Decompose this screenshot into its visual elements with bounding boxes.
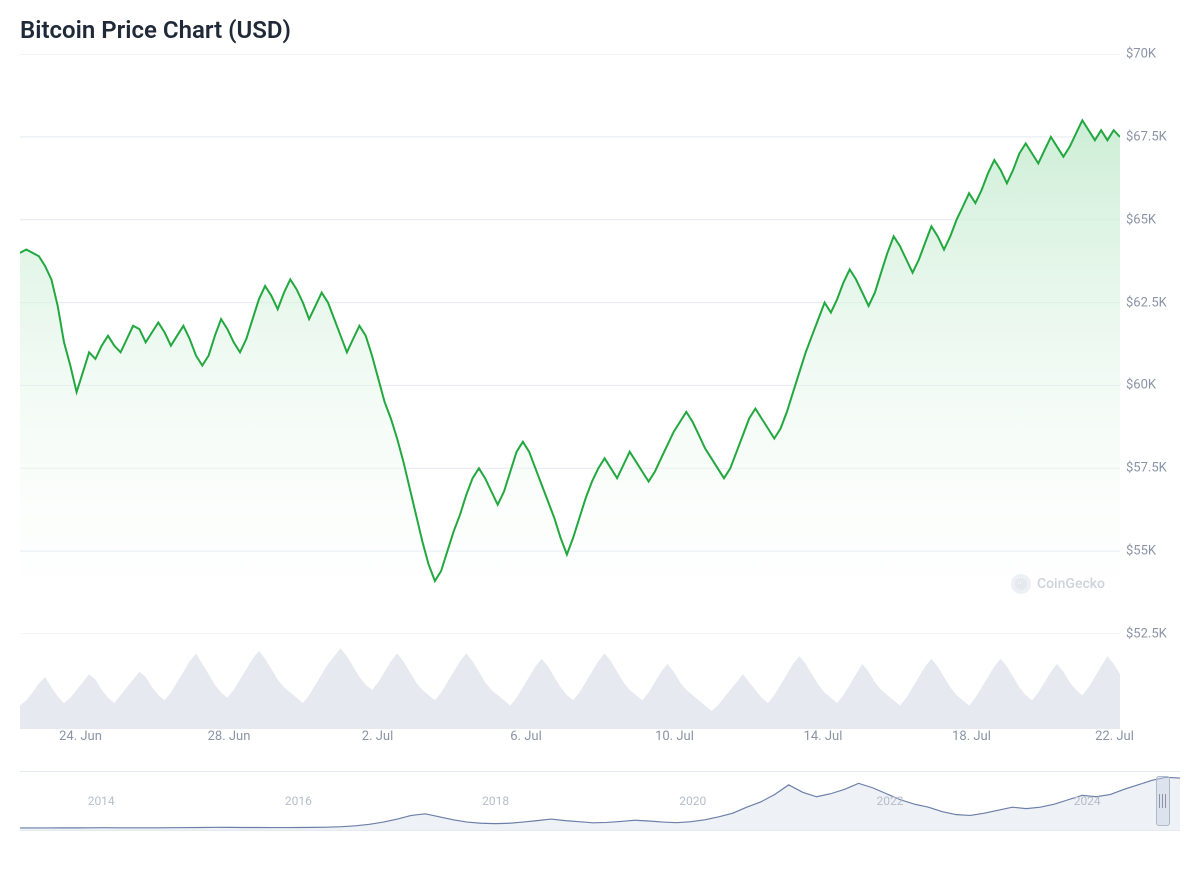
- price-plot[interactable]: [20, 54, 1120, 634]
- navigator-year-label: 2018: [482, 794, 509, 808]
- price-chart[interactable]: $52.5K$55K$57.5K$60K$62.5K$65K$67.5K$70K…: [20, 54, 1188, 831]
- coingecko-icon: [1011, 574, 1031, 594]
- x-axis: 24. Jun 28. Jun 2. Jul 6. Jul 10. Jul 14. Jul…: [20, 729, 1120, 753]
- y-tick-label: $52.5K: [1126, 627, 1167, 642]
- navigator-year-label: 2022: [877, 794, 904, 808]
- navigator[interactable]: 2014 2016 2018 2020 2022 2024: [20, 771, 1180, 831]
- y-axis: $52.5K$55K$57.5K$60K$62.5K$65K$67.5K$70K: [1120, 54, 1180, 634]
- navigator-year-label: 2016: [285, 794, 312, 808]
- x-tick-label: 10. Jul: [655, 729, 694, 744]
- navigator-year-label: 2020: [679, 794, 706, 808]
- x-tick-label: 14. Jul: [804, 729, 843, 744]
- x-tick-label: 18. Jul: [952, 729, 991, 744]
- x-tick-label: 24. Jun: [59, 729, 102, 744]
- chart-title: Bitcoin Price Chart (USD): [20, 16, 1188, 44]
- y-tick-label: $67.5K: [1126, 129, 1167, 144]
- watermark: CoinGecko: [1011, 574, 1105, 594]
- navigator-year-label: 2024: [1074, 794, 1101, 808]
- y-tick-label: $57.5K: [1126, 461, 1167, 476]
- y-tick-label: $55K: [1126, 544, 1156, 559]
- x-tick-label: 28. Jun: [208, 729, 251, 744]
- y-tick-label: $70K: [1126, 47, 1156, 62]
- x-tick-label: 2. Jul: [362, 729, 393, 744]
- watermark-text: CoinGecko: [1037, 576, 1105, 592]
- y-tick-label: $60K: [1126, 378, 1156, 393]
- y-tick-label: $62.5K: [1126, 295, 1167, 310]
- volume-chart[interactable]: [20, 644, 1120, 729]
- x-tick-label: 22. Jul: [1095, 729, 1134, 744]
- navigator-handle[interactable]: [1156, 776, 1170, 826]
- navigator-year-label: 2014: [88, 794, 115, 808]
- x-tick-label: 6. Jul: [510, 729, 541, 744]
- y-tick-label: $65K: [1126, 212, 1156, 227]
